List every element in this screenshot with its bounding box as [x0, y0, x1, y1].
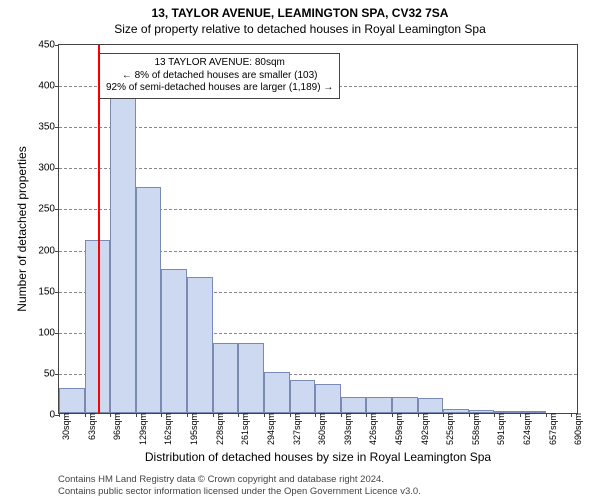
y-axis-label: Number of detached properties: [15, 146, 29, 311]
footer-line1: Contains HM Land Registry data © Crown c…: [58, 474, 578, 486]
x-tick-label: 525sqm: [443, 413, 455, 445]
x-tick-label: 591sqm: [494, 413, 506, 445]
x-tick-label: 492sqm: [418, 413, 430, 445]
histogram-bar: [161, 269, 187, 413]
histogram-bar: [187, 277, 213, 413]
x-tick-label: 261sqm: [238, 413, 250, 445]
x-tick-label: 327sqm: [290, 413, 302, 445]
annotation-line: 13 TAYLOR AVENUE: 80sqm: [106, 57, 333, 70]
y-tick-label: 250: [38, 204, 59, 215]
x-tick-label: 624sqm: [520, 413, 532, 445]
y-tick-label: 150: [38, 286, 59, 297]
annotation-line: 92% of semi-detached houses are larger (…: [106, 82, 333, 95]
histogram-bar: [110, 84, 136, 413]
x-tick-label: 426sqm: [366, 413, 378, 445]
x-tick-label: 657sqm: [546, 413, 558, 445]
y-tick-label: 350: [38, 122, 59, 133]
x-tick-label: 558sqm: [469, 413, 481, 445]
y-axis-label-wrap: Number of detached properties: [14, 44, 28, 414]
x-tick-label: 195sqm: [187, 413, 199, 445]
x-tick-label: 228sqm: [213, 413, 225, 445]
annotation-box: 13 TAYLOR AVENUE: 80sqm← 8% of detached …: [99, 53, 340, 99]
x-tick-label: 96sqm: [110, 413, 122, 440]
footer: Contains HM Land Registry data © Crown c…: [58, 474, 578, 498]
x-tick-label: 360sqm: [315, 413, 327, 445]
y-tick-label: 400: [38, 81, 59, 92]
histogram-bar: [418, 398, 444, 413]
histogram-bar: [341, 397, 367, 413]
annotation-line: ← 8% of detached houses are smaller (103…: [106, 70, 333, 83]
chart-subtitle: Size of property relative to detached ho…: [0, 22, 600, 36]
x-tick-label: 162sqm: [161, 413, 173, 445]
chart-title: 13, TAYLOR AVENUE, LEAMINGTON SPA, CV32 …: [0, 6, 600, 20]
x-tick-label: 63sqm: [85, 413, 97, 440]
x-tick-label: 30sqm: [59, 413, 71, 440]
y-tick-label: 300: [38, 163, 59, 174]
plot-area: 05010015020025030035040045030sqm63sqm96s…: [58, 44, 578, 414]
y-tick-label: 0: [49, 410, 59, 421]
x-tick-label: 129sqm: [136, 413, 148, 445]
y-tick-label: 450: [38, 40, 59, 51]
x-tick-label: 393sqm: [341, 413, 353, 445]
histogram-bar: [392, 397, 418, 413]
histogram-bar: [238, 343, 264, 413]
gridline: [59, 168, 577, 169]
marker-line: [98, 45, 100, 413]
x-tick-label: 459sqm: [392, 413, 404, 445]
y-tick-label: 100: [38, 327, 59, 338]
histogram-bar: [264, 372, 290, 413]
histogram-bar: [366, 397, 392, 413]
histogram-bar: [59, 388, 85, 413]
histogram-bar: [315, 384, 341, 413]
x-tick-label: 294sqm: [264, 413, 276, 445]
x-axis-label: Distribution of detached houses by size …: [58, 450, 578, 464]
y-tick-label: 50: [44, 368, 59, 379]
chart-container: 13, TAYLOR AVENUE, LEAMINGTON SPA, CV32 …: [0, 0, 600, 500]
histogram-bar: [136, 187, 162, 413]
footer-line2: Contains public sector information licen…: [58, 486, 578, 498]
gridline: [59, 127, 577, 128]
x-tick-label: 690sqm: [571, 413, 583, 445]
y-tick-label: 200: [38, 245, 59, 256]
histogram-bar: [290, 380, 316, 413]
histogram-bar: [213, 343, 239, 413]
